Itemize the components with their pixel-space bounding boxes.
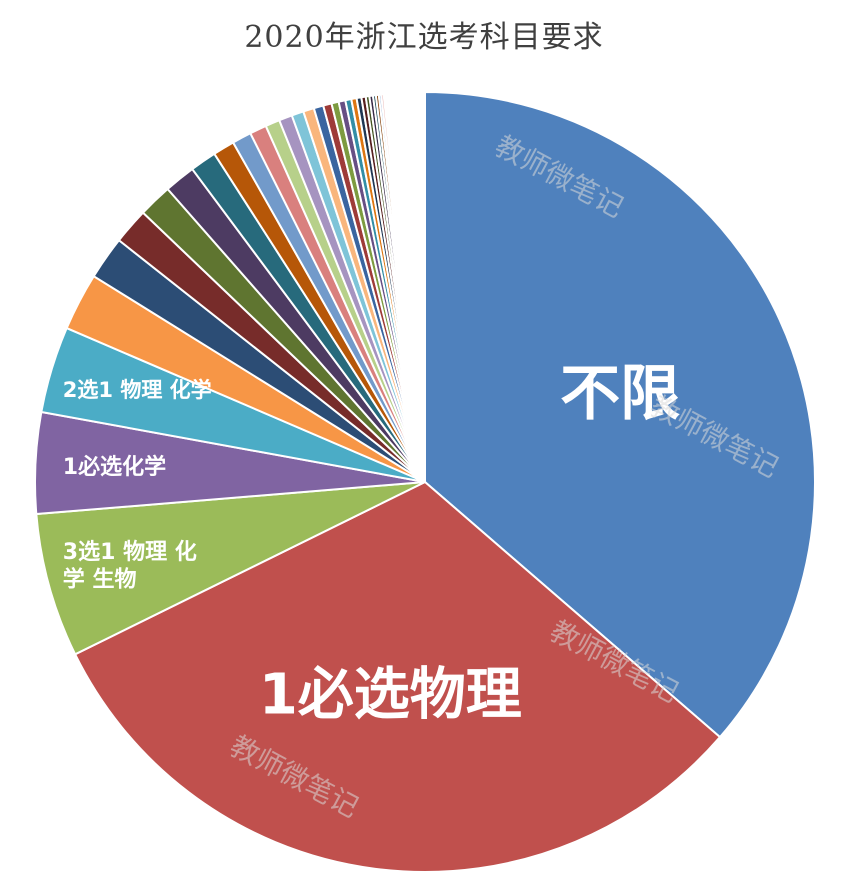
slice-label-1: 1必选物理 xyxy=(259,662,522,727)
pie-slice-0 xyxy=(424,90,816,739)
pie-slices xyxy=(34,90,816,873)
pie-slice-31 xyxy=(380,93,426,483)
slice-label-4: 2选1 物理 化学 xyxy=(63,378,212,402)
pie-slice-2 xyxy=(35,481,426,656)
pie-slice-1 xyxy=(73,480,722,873)
chart-title: 2020年浙江选考科目要求 xyxy=(244,20,604,55)
slice-label-0: 不限 xyxy=(560,359,680,429)
pie-labels: 不限 1必选物理 3选1 物理 化学 生物 1必选化学 2选1 物理 化学 xyxy=(63,359,680,728)
slice-label-3: 1必选化学 xyxy=(63,454,166,480)
slice-label-2: 3选1 物理 化学 生物 xyxy=(63,539,197,593)
